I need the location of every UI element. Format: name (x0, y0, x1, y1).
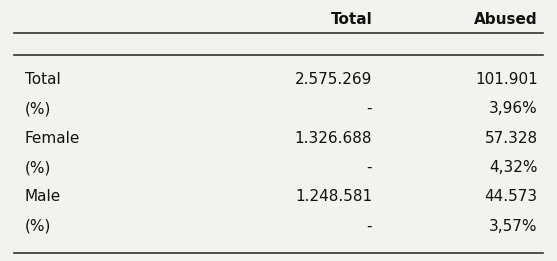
Text: 44.573: 44.573 (485, 189, 538, 204)
Text: 3,96%: 3,96% (489, 101, 538, 116)
Text: Total: Total (25, 72, 61, 87)
Text: -: - (367, 219, 372, 234)
Text: Total: Total (330, 12, 372, 27)
Text: Female: Female (25, 131, 80, 146)
Text: 1.326.688: 1.326.688 (295, 131, 372, 146)
Text: 4,32%: 4,32% (489, 160, 538, 175)
Text: Abused: Abused (474, 12, 538, 27)
Text: 101.901: 101.901 (475, 72, 538, 87)
Text: 2.575.269: 2.575.269 (295, 72, 372, 87)
Text: -: - (367, 101, 372, 116)
Text: (%): (%) (25, 219, 51, 234)
Text: Male: Male (25, 189, 61, 204)
Text: -: - (367, 160, 372, 175)
Text: 57.328: 57.328 (485, 131, 538, 146)
Text: (%): (%) (25, 160, 51, 175)
Text: (%): (%) (25, 101, 51, 116)
Text: 1.248.581: 1.248.581 (295, 189, 372, 204)
Text: 3,57%: 3,57% (489, 219, 538, 234)
